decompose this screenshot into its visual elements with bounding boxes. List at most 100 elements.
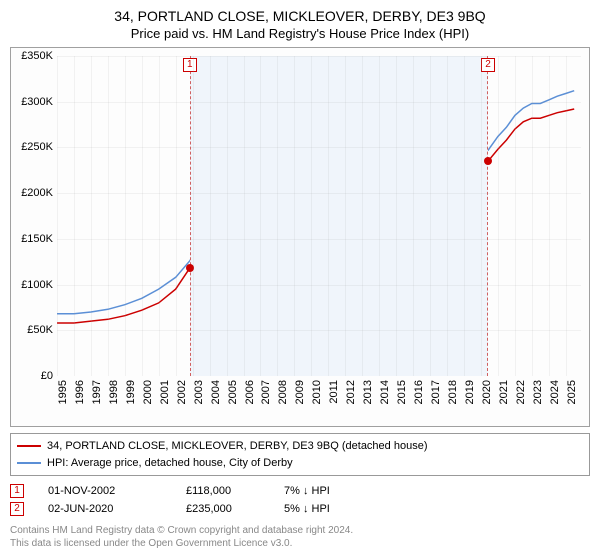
gridline-v bbox=[481, 56, 482, 376]
x-tick-label: 2021 bbox=[498, 380, 510, 404]
chart-title: 34, PORTLAND CLOSE, MICKLEOVER, DERBY, D… bbox=[10, 8, 590, 24]
gridline-v bbox=[498, 56, 499, 376]
gridline-v bbox=[159, 56, 160, 376]
gridline-v bbox=[260, 56, 261, 376]
legend-item: HPI: Average price, detached house, City… bbox=[17, 455, 583, 472]
x-tick-label: 2015 bbox=[396, 380, 408, 404]
x-tick-label: 2010 bbox=[311, 380, 323, 404]
x-tick-label: 2017 bbox=[430, 380, 442, 404]
gridline-v bbox=[345, 56, 346, 376]
x-tick-label: 2016 bbox=[413, 380, 425, 404]
y-tick-label: £250K bbox=[13, 141, 53, 153]
x-tick-label: 2003 bbox=[193, 380, 205, 404]
gridline-v bbox=[57, 56, 58, 376]
shaded-ownership-period bbox=[190, 56, 488, 376]
x-tick-label: 1999 bbox=[125, 380, 137, 404]
gridline-h bbox=[57, 102, 581, 103]
gridline-v bbox=[142, 56, 143, 376]
gridline-h bbox=[57, 147, 581, 148]
gridline-v bbox=[311, 56, 312, 376]
gridline-v bbox=[108, 56, 109, 376]
footer-line-1: Contains HM Land Registry data © Crown c… bbox=[10, 524, 590, 537]
gridline-v bbox=[91, 56, 92, 376]
sale-row: 1 01-NOV-2002 £118,000 7% ↓ HPI bbox=[10, 482, 590, 500]
gridline-v bbox=[396, 56, 397, 376]
x-tick-label: 1998 bbox=[108, 380, 120, 404]
legend-item: 34, PORTLAND CLOSE, MICKLEOVER, DERBY, D… bbox=[17, 438, 583, 455]
y-tick-label: £350K bbox=[13, 50, 53, 62]
y-tick-label: £150K bbox=[13, 233, 53, 245]
legend-label: HPI: Average price, detached house, City… bbox=[47, 455, 293, 472]
chart-area: 1995 1996 1997 1998 1999 2000 2001 2002 2003 2004… bbox=[10, 47, 590, 427]
gridline-h bbox=[57, 193, 581, 194]
sale-badge: 1 bbox=[10, 484, 24, 498]
sale-diff-vs-hpi: 7% ↓ HPI bbox=[284, 485, 374, 497]
gridline-h bbox=[57, 239, 581, 240]
sale-marker-dot bbox=[484, 157, 492, 165]
sale-price: £118,000 bbox=[186, 485, 266, 497]
x-tick-label: 2004 bbox=[210, 380, 222, 404]
x-tick-label: 2019 bbox=[464, 380, 476, 404]
footer-attribution: Contains HM Land Registry data © Crown c… bbox=[10, 524, 590, 550]
x-tick-label: 2020 bbox=[481, 380, 493, 404]
sale-date: 02-JUN-2020 bbox=[48, 503, 168, 515]
x-tick-label: 2014 bbox=[379, 380, 391, 404]
sale-marker-badge: 1 bbox=[183, 58, 197, 72]
x-tick-label: 2012 bbox=[345, 380, 357, 404]
x-tick-label: 2007 bbox=[260, 380, 272, 404]
x-tick-label: 2022 bbox=[515, 380, 527, 404]
x-tick-label: 2018 bbox=[447, 380, 459, 404]
x-tick-label: 2011 bbox=[328, 380, 340, 404]
gridline-v bbox=[464, 56, 465, 376]
gridline-v bbox=[74, 56, 75, 376]
sale-date: 01-NOV-2002 bbox=[48, 485, 168, 497]
gridline-v bbox=[328, 56, 329, 376]
x-tick-label: 2000 bbox=[142, 380, 154, 404]
y-tick-label: £300K bbox=[13, 96, 53, 108]
gridline-v bbox=[447, 56, 448, 376]
sales-table: 1 01-NOV-2002 £118,000 7% ↓ HPI 2 02-JUN-2020… bbox=[10, 482, 590, 518]
gridline-h bbox=[57, 330, 581, 331]
sale-row: 202-JUN-2020£235,0005% ↓ HPI bbox=[10, 500, 590, 518]
x-tick-label: 2002 bbox=[176, 380, 188, 404]
gridline-v bbox=[210, 56, 211, 376]
gridline-v bbox=[515, 56, 516, 376]
gridline-v bbox=[549, 56, 550, 376]
legend-label: 34, PORTLAND CLOSE, MICKLEOVER, DERBY, D… bbox=[47, 438, 427, 455]
x-tick-label: 2001 bbox=[159, 380, 171, 404]
x-tick-label: 2013 bbox=[362, 380, 374, 404]
page: 34, PORTLAND CLOSE, MICKLEOVER, DERBY, D… bbox=[0, 0, 600, 560]
gridline-v bbox=[125, 56, 126, 376]
gridline-v bbox=[176, 56, 177, 376]
plot-area: 1995199619971998199920002001200220032004… bbox=[57, 56, 581, 376]
legend-swatch bbox=[17, 462, 41, 464]
gridline-v bbox=[532, 56, 533, 376]
sale-badge: 2 bbox=[10, 502, 24, 516]
footer-line-2: This data is licensed under the Open Gov… bbox=[10, 537, 590, 550]
y-tick-label: £100K bbox=[13, 279, 53, 291]
y-tick-label: £200K bbox=[13, 187, 53, 199]
y-tick-label: £0 bbox=[13, 370, 53, 382]
sale-price: £235,000 bbox=[186, 503, 266, 515]
gridline-v bbox=[277, 56, 278, 376]
x-tick-label: 2005 bbox=[227, 380, 239, 404]
chart-subtitle: Price paid vs. HM Land Registry's House … bbox=[10, 26, 590, 41]
gridline-h bbox=[57, 56, 581, 57]
x-tick-label: 2024 bbox=[549, 380, 561, 404]
legend: 34, PORTLAND CLOSE, MICKLEOVER, DERBY, D… bbox=[10, 433, 590, 476]
x-tick-label: 2023 bbox=[532, 380, 544, 404]
legend-swatch bbox=[17, 445, 41, 447]
gridline-v bbox=[227, 56, 228, 376]
x-tick-label: 1996 bbox=[74, 380, 86, 404]
gridline-v bbox=[294, 56, 295, 376]
x-tick-label: 1995 bbox=[57, 380, 69, 404]
x-tick-label: 2025 bbox=[566, 380, 578, 404]
x-tick-label: 2009 bbox=[294, 380, 306, 404]
gridline-v bbox=[430, 56, 431, 376]
sale-marker-badge: 2 bbox=[481, 58, 495, 72]
gridline-v bbox=[566, 56, 567, 376]
gridline-h bbox=[57, 285, 581, 286]
x-tick-label: 2008 bbox=[277, 380, 289, 404]
gridline-v bbox=[193, 56, 194, 376]
x-tick-label: 1997 bbox=[91, 380, 103, 404]
